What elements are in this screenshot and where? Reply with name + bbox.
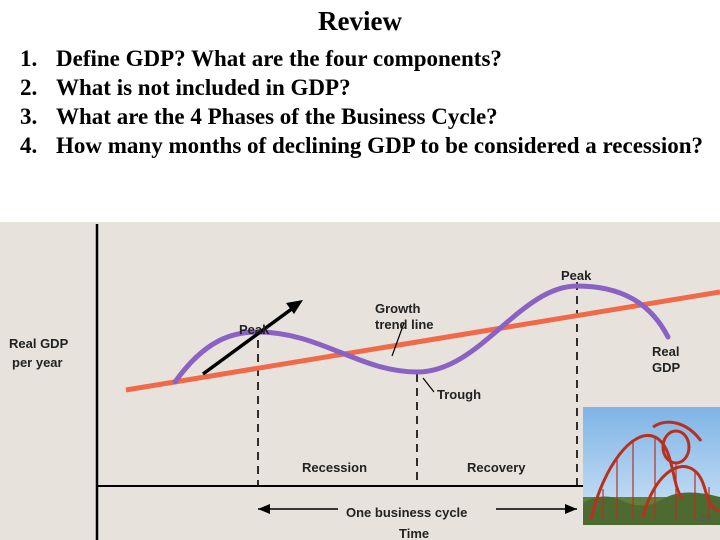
real-gdp-label-line2: GDP xyxy=(652,360,681,375)
question-number: 3. xyxy=(20,104,38,129)
cycle-left-arrow-icon xyxy=(258,504,270,514)
question-text: Define GDP? What are the four components… xyxy=(56,46,502,71)
page-number: 29 xyxy=(699,513,709,523)
peak-label-second: Peak xyxy=(561,268,592,283)
y-axis-label-line2: per year xyxy=(12,355,63,370)
question-item: 3. What are the 4 Phases of the Business… xyxy=(20,102,715,131)
cycle-right-arrow-icon xyxy=(565,504,577,514)
question-number: 1. xyxy=(20,46,38,71)
real-gdp-curve xyxy=(172,283,671,385)
growth-trend-line xyxy=(125,289,720,393)
business-cycle-diagram: Real GDP per year Peak Peak Growth trend… xyxy=(0,222,720,540)
arrow-shaft xyxy=(201,306,295,376)
arrow-head-icon xyxy=(286,300,303,314)
slide-title: Review xyxy=(318,6,402,36)
trough-label: Trough xyxy=(437,387,481,402)
question-number: 4. xyxy=(20,133,38,158)
cycle-label-backdrop xyxy=(338,501,496,518)
question-text: What is not included in GDP? xyxy=(56,75,351,100)
real-gdp-label-line1: Real xyxy=(652,344,679,359)
review-question-list: 1. Define GDP? What are the four compone… xyxy=(20,44,715,160)
question-item: 1. Define GDP? What are the four compone… xyxy=(20,44,715,73)
question-text: How many months of declining GDP to be c… xyxy=(56,133,703,158)
business-cycle-svg: Real GDP per year Peak Peak Growth trend… xyxy=(0,222,720,540)
cycle-label: One business cycle xyxy=(346,505,467,520)
trough-label-pointer xyxy=(422,377,435,393)
trend-label-line1: Growth xyxy=(375,301,421,316)
recovery-label: Recovery xyxy=(467,460,526,475)
roller-coaster-photo: 29 xyxy=(583,407,720,525)
x-axis-label: Time xyxy=(399,526,429,540)
y-axis-label-line1: Real GDP xyxy=(9,336,69,351)
coaster-supports xyxy=(602,437,710,519)
question-item: 4. How many months of declining GDP to b… xyxy=(20,131,715,160)
question-text: What are the 4 Phases of the Business Cy… xyxy=(56,104,498,129)
roller-coaster-illustration: 29 xyxy=(583,407,720,525)
recession-label: Recession xyxy=(302,460,367,475)
question-number: 2. xyxy=(20,75,38,100)
question-item: 2. What is not included in GDP? xyxy=(20,73,715,102)
trend-label-line2: trend line xyxy=(375,317,434,332)
peak-label-first: Peak xyxy=(239,322,270,337)
trend-label-pointer xyxy=(391,322,405,357)
